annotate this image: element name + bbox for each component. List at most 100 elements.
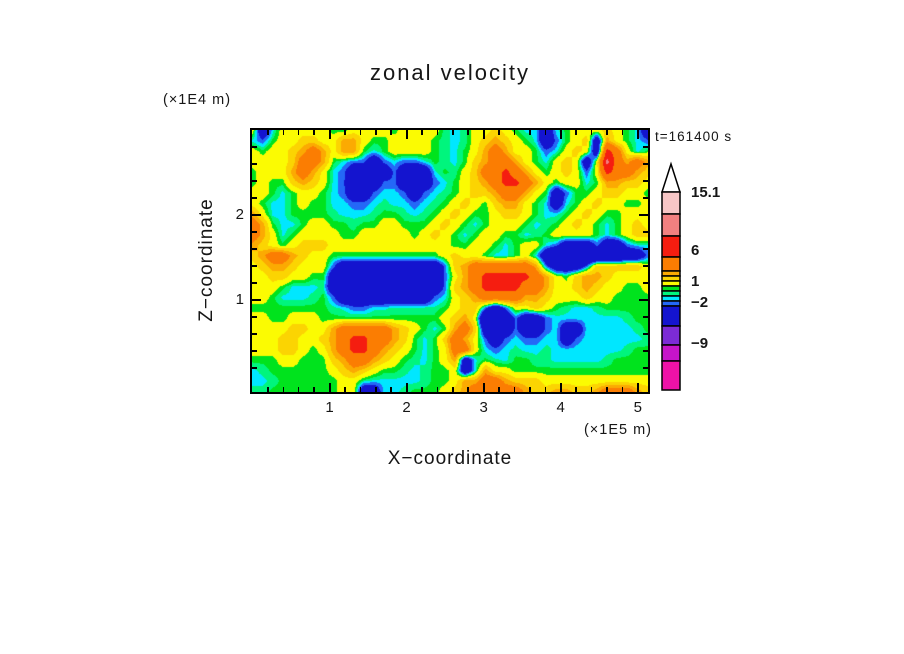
x-minor-tick — [390, 387, 392, 392]
x-major-tick — [636, 383, 639, 392]
x-minor-tick — [267, 130, 269, 135]
colorbar-segment — [661, 344, 681, 362]
x-minor-tick — [282, 387, 285, 392]
y-minor-tick — [643, 282, 648, 284]
colorbar-arrow-tip — [660, 161, 682, 193]
x-minor-tick — [498, 130, 500, 135]
x-minor-tick — [544, 130, 547, 135]
y-minor-tick — [252, 231, 257, 233]
y-minor-tick — [252, 265, 257, 267]
y-minor-tick — [252, 282, 257, 284]
y-minor-tick — [643, 197, 648, 199]
x-minor-tick — [544, 387, 547, 392]
colorbar-label: −2 — [691, 294, 708, 311]
x-minor-tick — [498, 387, 500, 392]
x-minor-tick — [513, 130, 516, 135]
x-minor-tick — [375, 387, 377, 392]
y-minor-tick — [252, 197, 257, 199]
y-minor-tick — [643, 146, 648, 148]
colorbar: 15.1 6 1 −2 −9 — [660, 161, 720, 391]
y-major-tick — [639, 214, 648, 216]
y-axis-title: Z−coordinate — [196, 198, 217, 322]
y-minor-tick — [252, 146, 257, 148]
colorbar-label: −9 — [691, 335, 708, 352]
x-minor-tick — [267, 387, 269, 392]
colorbar-segment — [661, 256, 681, 272]
colorbar-label: 6 — [691, 242, 699, 259]
y-minor-tick — [252, 333, 257, 335]
x-major-tick — [405, 383, 408, 392]
x-tick-label: 2 — [402, 399, 411, 416]
plot-area: 1 2 3 4 5 1 2 — [236, 128, 650, 416]
x-axis-title: X−coordinate — [387, 448, 513, 469]
x-minor-tick — [313, 387, 315, 392]
x-minor-tick — [344, 130, 346, 135]
colorbar-segment — [661, 235, 681, 258]
x-minor-tick — [436, 387, 439, 392]
x-minor-tick — [606, 387, 608, 392]
y-minor-tick — [643, 350, 648, 352]
y-minor-tick — [643, 163, 648, 165]
y-minor-tick — [643, 367, 648, 369]
x-major-tick — [328, 130, 331, 139]
colorbar-segment — [661, 325, 681, 346]
x-minor-tick — [313, 130, 315, 135]
heatmap-canvas — [252, 130, 648, 392]
x-minor-tick — [606, 130, 608, 135]
x-tick-label: 1 — [325, 399, 334, 416]
x-minor-tick — [421, 387, 423, 392]
y-minor-tick — [252, 316, 257, 318]
x-minor-tick — [621, 130, 624, 135]
x-major-tick — [405, 130, 408, 139]
colorbar-segment — [661, 213, 681, 237]
y-major-tick — [252, 299, 261, 301]
x-minor-tick — [390, 130, 392, 135]
y-major-tick — [252, 214, 261, 216]
x-minor-tick — [436, 130, 439, 135]
colorbar-label: 15.1 — [691, 184, 720, 201]
x-tick-label: 5 — [633, 399, 642, 416]
x-minor-tick — [359, 130, 362, 135]
y-minor-tick — [643, 316, 648, 318]
x-minor-tick — [282, 130, 285, 135]
y-minor-tick — [643, 231, 648, 233]
x-axis-unit-label: (×1E5 m) — [583, 422, 652, 438]
y-tick-label: 1 — [235, 291, 244, 308]
y-minor-tick — [252, 367, 257, 369]
colorbar-segment — [661, 191, 681, 215]
y-tick-label: 2 — [235, 206, 244, 223]
x-major-tick — [636, 130, 639, 139]
y-minor-tick — [252, 180, 257, 182]
x-minor-tick — [297, 387, 300, 392]
x-minor-tick — [513, 387, 516, 392]
x-minor-tick — [575, 130, 577, 135]
colorbar-label: 1 — [691, 273, 699, 290]
y-axis-unit-label: (×1E4 m) — [163, 92, 232, 108]
x-major-tick — [559, 383, 562, 392]
x-minor-tick — [452, 387, 454, 392]
x-minor-tick — [421, 130, 423, 135]
plot-title: zonal velocity — [369, 60, 531, 85]
x-minor-tick — [529, 387, 531, 392]
y-minor-tick — [643, 333, 648, 335]
colorbar-segment — [661, 360, 681, 391]
y-minor-tick — [643, 248, 648, 250]
colorbar-segment — [661, 305, 681, 327]
y-minor-tick — [643, 265, 648, 267]
y-minor-tick — [252, 350, 257, 352]
x-minor-tick — [529, 130, 531, 135]
x-tick-label: 4 — [556, 399, 565, 416]
x-minor-tick — [590, 130, 593, 135]
x-minor-tick — [575, 387, 577, 392]
timestamp-label: t=161400 s — [655, 129, 733, 144]
x-major-tick — [482, 130, 485, 139]
y-minor-tick — [252, 248, 257, 250]
y-major-tick — [639, 299, 648, 301]
x-minor-tick — [467, 130, 469, 135]
y-minor-tick — [643, 180, 648, 182]
x-major-tick — [328, 383, 331, 392]
x-minor-tick — [590, 387, 593, 392]
y-minor-tick — [252, 163, 257, 165]
x-major-tick — [482, 383, 485, 392]
x-minor-tick — [452, 130, 454, 135]
